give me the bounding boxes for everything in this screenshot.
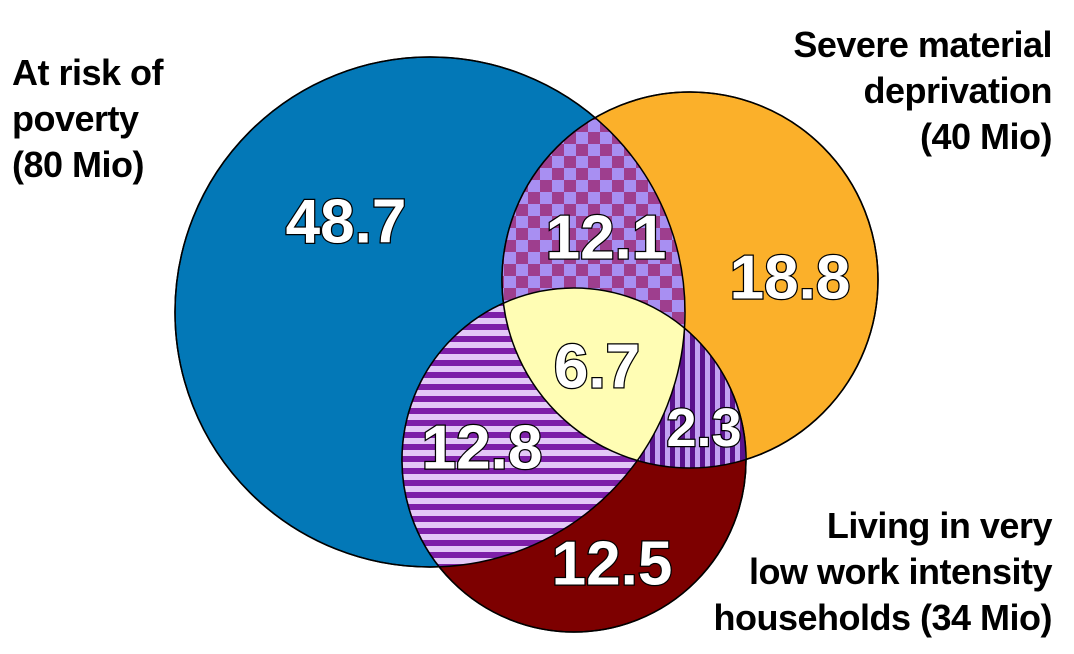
label-line: At risk of bbox=[12, 52, 164, 93]
label-line: poverty bbox=[12, 98, 139, 139]
label-line: low work intensity bbox=[748, 551, 1053, 592]
label-at-risk-of-poverty: At risk of poverty (80 Mio) bbox=[12, 50, 164, 188]
value-poverty-work: 12.8 bbox=[422, 414, 543, 483]
deprivation-outline bbox=[501, 91, 879, 469]
label-line: deprivation bbox=[863, 70, 1052, 111]
value-poverty-only: 48.7 bbox=[286, 188, 407, 257]
poverty-outline bbox=[174, 56, 686, 568]
label-line: (40 Mio) bbox=[919, 116, 1053, 157]
label-line: Severe material bbox=[793, 24, 1052, 65]
value-deprivation-work: 2.3 bbox=[666, 398, 741, 458]
label-low-work-intensity: Living in very low work intensity househ… bbox=[713, 503, 1052, 641]
value-deprivation-only: 18.8 bbox=[730, 244, 851, 313]
work-outline bbox=[401, 287, 747, 633]
value-work-only: 12.5 bbox=[552, 530, 673, 599]
label-line: Living in very bbox=[826, 505, 1053, 546]
value-poverty-deprivation: 12.1 bbox=[546, 204, 667, 273]
label-severe-material-deprivation: Severe material deprivation (40 Mio) bbox=[793, 22, 1052, 160]
value-all-three: 6.7 bbox=[554, 333, 640, 402]
label-line: households (34 Mio) bbox=[713, 597, 1052, 638]
label-line: (80 Mio) bbox=[12, 144, 145, 185]
